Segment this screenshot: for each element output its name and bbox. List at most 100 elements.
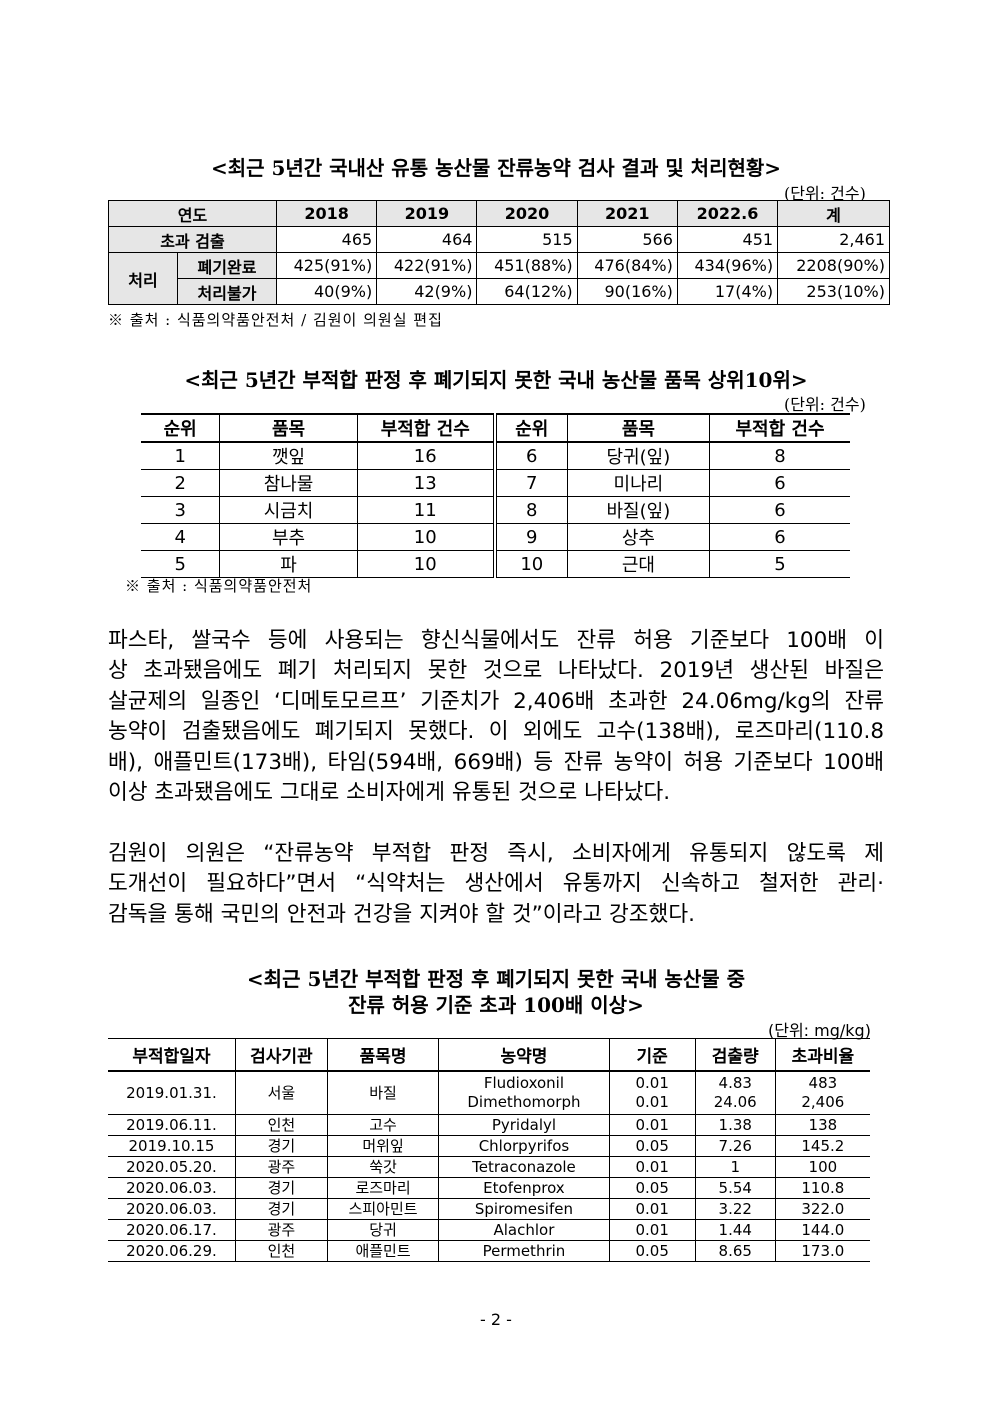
cell: Tetraconazole: [438, 1156, 610, 1178]
cell: 13: [356, 469, 495, 497]
cell: 광주: [234, 1156, 328, 1178]
cell: 고수: [326, 1114, 439, 1136]
cell: 8: [709, 442, 850, 470]
value-cell: 434(96%): [676, 252, 779, 279]
cell: 인천: [234, 1240, 328, 1262]
header-cell: 2019: [376, 200, 478, 227]
cell: 6: [709, 523, 850, 551]
line: Fludioxonil: [483, 1074, 565, 1092]
header-cell: 농약명: [438, 1038, 610, 1072]
cell: 2020.06.29.: [108, 1240, 236, 1262]
cell: Alachlor: [438, 1219, 610, 1241]
cell: 0.05: [608, 1177, 696, 1199]
cell: 애플민트: [326, 1240, 439, 1262]
header-cell: 2021: [576, 200, 678, 227]
table2-title: <최근 5년간 부적합 판정 후 폐기되지 못한 국내 농산물 품목 상위10위…: [184, 368, 808, 392]
cell: 483 2,406: [774, 1071, 870, 1115]
header-cell: 품목: [566, 413, 710, 443]
header-cell: 부적합 건수: [356, 413, 495, 443]
cell: 145.2: [774, 1135, 870, 1157]
cell: 광주: [234, 1219, 328, 1241]
cell: 7: [492, 469, 568, 497]
cell: 5.54: [694, 1177, 776, 1199]
cell: 2020.06.17.: [108, 1219, 236, 1241]
cell: 0.01: [608, 1114, 696, 1136]
cell: 16: [356, 442, 495, 470]
line: 4.83: [718, 1074, 752, 1092]
cell: 상추: [566, 523, 710, 551]
cell: 1.44: [694, 1219, 776, 1241]
line: 2,406: [801, 1093, 845, 1111]
cell: 2019.06.11.: [108, 1114, 236, 1136]
value-cell: 40(9%): [275, 278, 378, 305]
cell: 10: [356, 523, 495, 551]
line: 483: [808, 1074, 838, 1092]
table-row: 2020.06.29. 인천 애플민트 Permethrin 0.05 8.65 173.0: [108, 1240, 870, 1262]
value-cell: 253(10%): [777, 278, 890, 305]
inspection-results-table: 연도 2018 2019 2020 2021 2022.6 계 초과 검출 465 464 515…: [108, 200, 890, 305]
table1-source: ※ 출처 : 식품의약품안전처 / 김원이 의원실 편집: [108, 311, 443, 329]
value-cell: 90(16%): [576, 278, 678, 305]
table1-title: <최근 5년간 국내산 유통 농산물 잔류농약 검사 결과 및 처리현황>: [210, 156, 782, 180]
header-cell: 2018: [275, 200, 378, 227]
cell: 경기: [234, 1135, 328, 1157]
cell: 8.65: [694, 1240, 776, 1262]
cell: 6: [709, 469, 850, 497]
table2-unit: (단위: 건수): [784, 395, 866, 414]
cell: 머위잎: [326, 1135, 439, 1157]
value-cell: 515: [476, 226, 578, 253]
value-cell: 464: [376, 226, 478, 253]
header-cell: 계: [777, 200, 890, 227]
table-row: 4 부추 10 9 상추 6: [141, 523, 850, 551]
cell: 0.01: [608, 1156, 696, 1178]
text-line: 도개선이 필요하다”면서 “식약처는 생산에서 유통까지 신속하고 철저한 관리…: [108, 871, 884, 897]
cell: 0.01: [608, 1198, 696, 1220]
table-row: 3 시금치 11 8 바질(잎) 6: [141, 496, 850, 524]
cell: 322.0: [774, 1198, 870, 1220]
table-row: 5 파 10 10 근대 5: [141, 550, 850, 578]
text-line: 배), 애플민트(173배), 타임(594배, 669배) 등 잔류 농약이 …: [108, 749, 884, 775]
top10-items-table: 순위 품목 부적합 건수 순위 품목 부적합 건수 1 깻잎 16 6 당귀(잎) 8 2 참나물 13 7 미…: [141, 413, 850, 578]
cell: 인천: [234, 1114, 328, 1136]
value-cell: 64(12%): [476, 278, 578, 305]
page-number: - 2 -: [480, 1310, 512, 1329]
cell: 참나물: [219, 469, 358, 497]
row-label: 폐기완료: [177, 252, 277, 279]
cell: 2019.10.15: [108, 1135, 236, 1157]
value-cell: 451(88%): [476, 252, 578, 279]
table-row: 2019.06.11. 인천 고수 Pyridalyl 0.01 1.38 138: [108, 1114, 870, 1136]
text-line: 김원이 의원은 “잔류농약 부적합 판정 즉시, 소비자에게 유통되지 않도록 …: [108, 841, 884, 866]
header-cell: 검사기관: [234, 1038, 328, 1072]
cell: Permethrin: [438, 1240, 610, 1262]
line: Dimethomorph: [467, 1093, 581, 1111]
table3-title-line2: 잔류 허용 기준 초과 100배 이상>: [348, 993, 644, 1017]
cell: 5: [709, 550, 850, 578]
text-line: 이상 초과됐음에도 그대로 소비자에게 유통된 것으로 나타났다.: [108, 779, 671, 805]
value-cell: 42(9%): [376, 278, 478, 305]
text-line: 농약이 검출됐음에도 폐기되지 못했다. 이 외에도 고수(138배), 로즈마…: [108, 719, 884, 745]
cell: 로즈마리: [326, 1177, 439, 1199]
cell: 서울: [234, 1071, 328, 1115]
cell: 10: [492, 550, 568, 578]
cell: 파: [219, 550, 358, 578]
table1-unit: (단위: 건수): [784, 184, 866, 203]
cell: 0.01: [608, 1219, 696, 1241]
value-cell: 17(4%): [676, 278, 779, 305]
value-cell: 425(91%): [275, 252, 378, 279]
cell: 100: [774, 1156, 870, 1178]
cell: 2: [141, 469, 220, 497]
cell: 3.22: [694, 1198, 776, 1220]
cell: Pyridalyl: [438, 1114, 610, 1136]
text-line: 상 초과됐음에도 폐기 처리되지 못한 것으로 나타났다. 2019년 생산된 …: [108, 658, 884, 684]
row-group-label: 처리: [108, 252, 178, 305]
table-row: 2020.06.17. 광주 당귀 Alachlor 0.01 1.44 144.0: [108, 1219, 870, 1241]
cell: 4.83 24.06: [694, 1071, 776, 1115]
paragraph-2: 김원이 의원은 “잔류농약 부적합 판정 즉시, 소비자에게 유통되지 않도록 …: [108, 839, 884, 930]
cell: Fludioxonil Dimethomorph: [438, 1071, 610, 1115]
table-row: 2019.01.31. 서울 바질 Fludioxonil Dimethomorph 0.…: [108, 1071, 870, 1115]
cell: 깻잎: [219, 442, 358, 470]
cell: 0.05: [608, 1240, 696, 1262]
header-cell: 2022.6: [676, 200, 779, 227]
text-line: 살균제의 일종인 ‘디메토모르프’ 기준치가 2,406배 초과한 24.06m…: [108, 688, 884, 714]
cell: 1: [694, 1156, 776, 1178]
